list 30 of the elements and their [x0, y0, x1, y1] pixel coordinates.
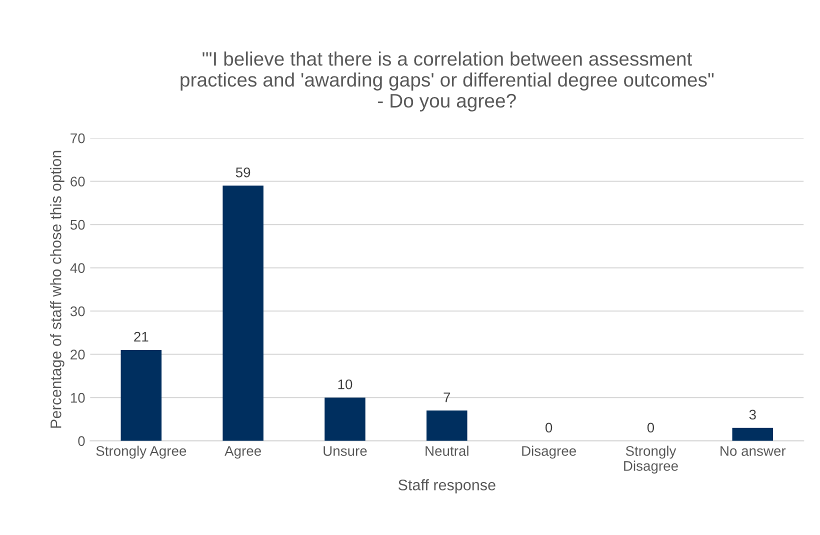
- data-label: 21: [134, 332, 148, 342]
- x-tick-label: No answer: [720, 446, 786, 456]
- bar: [222, 186, 264, 441]
- y-tick-label: 50: [70, 220, 85, 230]
- y-tick-label: 20: [70, 350, 85, 360]
- data-label: 3: [749, 410, 756, 420]
- y-axis-title: Percentage of staff who chose this option: [50, 150, 64, 428]
- x-tick-label: Disagree: [522, 446, 576, 459]
- chart-title: '"I believe that there is a correlation between assessment practices and 'awarding gaps' or differential degree outcomes" - Do you agree?: [180, 51, 714, 112]
- y-tick-label: 10: [70, 392, 85, 403]
- data-label: 59: [236, 167, 250, 178]
- y-tick-label: 40: [70, 263, 85, 273]
- y-tick-label: 60: [70, 176, 85, 186]
- bar: [120, 350, 162, 441]
- y-tick-label: 30: [70, 306, 85, 316]
- bar: [324, 398, 366, 441]
- y-tick-label: 70: [70, 133, 85, 144]
- data-label: 7: [444, 392, 450, 402]
- x-tick-label: Strongly Disagree: [624, 446, 678, 474]
- x-axis-title: Staff response: [398, 479, 496, 494]
- x-tick-label: Unsure: [324, 446, 367, 456]
- data-label: 10: [338, 379, 352, 390]
- x-tick-label: Neutral: [426, 446, 468, 456]
- bar: [426, 410, 468, 441]
- x-tick-label: Strongly Agree: [96, 446, 186, 459]
- y-tick-label: 0: [78, 436, 85, 446]
- data-label: 0: [647, 422, 654, 433]
- bar: [732, 428, 774, 441]
- x-tick-label: Agree: [224, 446, 261, 459]
- data-label: 0: [545, 422, 552, 433]
